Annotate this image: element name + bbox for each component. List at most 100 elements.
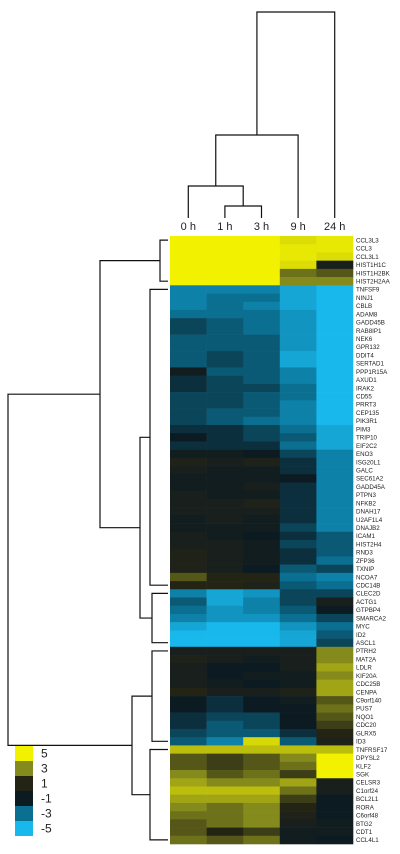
cell-adam8-9h (279, 309, 317, 319)
row-label-ptrh2: PTRH2 (356, 648, 377, 655)
cell-cenpa-9h (279, 687, 317, 697)
cell-smarca2-24h (316, 613, 354, 623)
cell-klf2-24h (316, 761, 354, 771)
cell-pim3-0h (170, 424, 207, 434)
row-label-ccl3l1: CCL3L1 (356, 254, 379, 261)
cell-myc-1h (206, 622, 244, 631)
row-label-c9orf140: C9orf140 (356, 698, 382, 705)
cell-dnajb2-9h (279, 523, 317, 533)
cell-cdc20-24h (316, 720, 354, 730)
cell-nqo1-3h (243, 712, 281, 722)
cell-c1orf24-9h (279, 786, 317, 796)
row-label-ccl4l1: CCL4L1 (356, 837, 379, 844)
cell-dnajb2-24h (316, 523, 354, 533)
cell-ccl3-9h (279, 244, 317, 253)
cell-cdt1-9h (279, 827, 317, 837)
cell-sertad1-0h (170, 359, 207, 368)
row-label-eif2c2: EIF2C2 (356, 443, 378, 450)
row-label-glrx5: GLRX5 (356, 730, 377, 737)
cell-kif20a-9h (279, 671, 317, 680)
cell-galc-24h (316, 466, 354, 475)
row-label-icam1: ICAM1 (356, 533, 375, 540)
legend-label-neg5: -5 (41, 822, 52, 836)
cell-u2af1l4-24h (316, 515, 354, 524)
cell-prrt3-0h (170, 400, 207, 409)
row-label-pim3: PIM3 (356, 426, 371, 433)
cell-c6orf48-0h (170, 811, 207, 820)
row-label-axud1: AXUD1 (356, 377, 377, 384)
cell-u2af1l4-0h (170, 515, 207, 524)
row-label-nqo1: NQO1 (356, 714, 374, 721)
row-label-hist1h2bk: HIST1H2BK (356, 270, 391, 277)
cell-ascl1-9h (279, 638, 317, 648)
cell-ccl4l1-9h (279, 835, 317, 845)
cell-c6orf48-1h (206, 811, 244, 820)
row-label-myc: MYC (356, 624, 370, 631)
row-label-klf2: KLF2 (356, 763, 371, 770)
legend-label-3: 3 (41, 762, 48, 776)
cell-sgk-0h (170, 770, 207, 779)
cell-prrt3-1h (206, 400, 244, 409)
cell-ascl1-24h (316, 638, 354, 648)
cell-pik3r1-0h (170, 416, 207, 426)
cell-nfkb2-3h (243, 498, 281, 508)
cell-tnfrsf17-3h (243, 745, 281, 754)
row-link-lower-b (149, 748, 168, 841)
col-link-1h-3h (224, 205, 263, 218)
cell-ddit4-9h (279, 351, 317, 360)
cell-kif20a-24h (316, 671, 354, 680)
cell-dnah17-9h (279, 507, 317, 516)
cell-sgk-1h (206, 770, 244, 779)
cell-isg20l1-3h (243, 457, 281, 467)
cell-pim3-9h (279, 424, 317, 434)
cell-c1orf24-1h (206, 786, 244, 796)
row-label-dnajb2: DNAJB2 (356, 525, 380, 532)
cell-trip10-9h (279, 433, 317, 442)
cell-gadd45b-1h (206, 318, 244, 327)
row-label-cdc25b: CDC25B (356, 681, 380, 688)
cell-glrx5-0h (170, 728, 207, 738)
cell-eno3-1h (206, 449, 244, 459)
row-label-cdc14b: CDC14B (356, 582, 380, 589)
cell-irak2-24h (316, 383, 354, 393)
cell-sec61a2-0h (170, 474, 207, 483)
cell-gtpbp4-9h (279, 605, 317, 615)
row-label-actg1: ACTG1 (356, 599, 377, 606)
cell-hist2h2aa-1h (206, 277, 244, 286)
cell-ninj1-1h (206, 293, 244, 303)
cell-hist1h2bk-1h (206, 268, 244, 278)
row-label-ncoa7: NCOA7 (356, 574, 378, 581)
cell-cdc14b-9h (279, 581, 317, 590)
row-label-gadd45a: GADD45A (356, 484, 386, 491)
cell-ncoa7-0h (170, 572, 207, 582)
cell-isg20l1-24h (316, 457, 354, 467)
row-label-sec61a2: SEC61A2 (356, 476, 384, 483)
cell-rab8ip1-24h (316, 326, 354, 335)
cell-celsr3-3h (243, 778, 281, 787)
cell-dnajb2-1h (206, 523, 244, 533)
cell-rnd3-1h (206, 548, 244, 557)
cell-myc-3h (243, 622, 281, 631)
cell-hist1h2bk-3h (243, 268, 281, 278)
cell-nek6-0h (170, 334, 207, 344)
cell-dnah17-1h (206, 507, 244, 516)
cell-nfkb2-0h (170, 498, 207, 508)
cell-ninj1-9h (279, 293, 317, 303)
cell-axud1-3h (243, 375, 281, 385)
cell-kif20a-0h (170, 671, 207, 680)
cell-btg2-24h (316, 819, 354, 828)
cell-ppp1r15a-1h (206, 367, 244, 376)
cell-cd55-3h (243, 392, 281, 401)
cell-cdc25b-9h (279, 679, 317, 689)
cell-tnfsf9-0h (170, 285, 207, 294)
cell-prrt3-24h (316, 400, 354, 409)
row-label-bcl2l1: BCL2L1 (356, 796, 379, 803)
cell-zfp36-0h (170, 556, 207, 565)
row-link-root (7, 393, 132, 747)
cell-hist2h2aa-3h (243, 277, 281, 286)
row-label-gtpbp4: GTPBP4 (356, 607, 381, 614)
cell-cblb-0h (170, 301, 207, 311)
cell-cd55-9h (279, 392, 317, 401)
row-label-rora: RORA (356, 804, 375, 811)
cell-sgk-24h (316, 770, 354, 779)
